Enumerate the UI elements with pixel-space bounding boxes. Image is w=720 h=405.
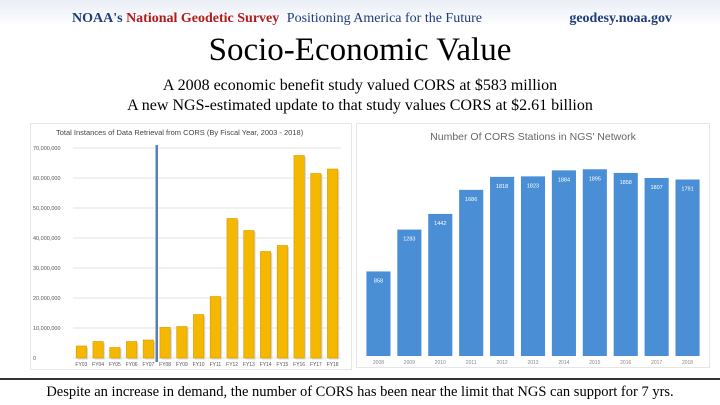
x-tick-label: 2009 xyxy=(404,360,415,366)
bar xyxy=(260,251,272,359)
data-label: 1442 xyxy=(434,221,446,227)
x-tick-label: FY16 xyxy=(293,362,305,368)
data-label: 1807 xyxy=(651,185,663,191)
data-label: 858 xyxy=(374,278,383,284)
slide-title: Socio-Economic Value xyxy=(208,32,512,68)
data-retrieval-chart-svg: Total Instances of Data Retrieval from C… xyxy=(33,128,341,368)
x-tick-label: FY03 xyxy=(75,362,87,368)
y-tick-label: 60,000,000 xyxy=(33,176,61,182)
chart-title: Total Instances of Data Retrieval from C… xyxy=(56,128,304,137)
x-tick-label: FY11 xyxy=(210,362,222,368)
x-tick-label: FY08 xyxy=(159,362,171,368)
x-tick-label: FY14 xyxy=(260,362,272,368)
x-tick-label: FY10 xyxy=(193,362,205,368)
bar xyxy=(75,345,87,359)
x-tick-label: FY15 xyxy=(276,362,288,368)
bar xyxy=(159,327,171,359)
bar xyxy=(293,155,305,359)
agency-name: NOAA's xyxy=(72,11,123,26)
subtitle-line-2: A new NGS-estimated update to that study… xyxy=(127,97,593,114)
bar xyxy=(520,176,546,356)
x-tick-label: 2013 xyxy=(527,360,538,366)
header-bar: NOAA's National Geodetic Survey Position… xyxy=(0,0,720,38)
data-label: 1791 xyxy=(681,187,693,193)
chart-title: Number Of CORS Stations in NGS' Network xyxy=(430,131,636,143)
x-tick-label: FY07 xyxy=(142,362,154,368)
x-tick-label: 2008 xyxy=(373,360,384,366)
y-tick-label: 30,000,000 xyxy=(33,266,61,272)
data-retrieval-chart: Total Instances of Data Retrieval from C… xyxy=(30,123,352,370)
bar xyxy=(226,218,238,359)
bar xyxy=(243,230,255,359)
office-name: National Geodetic Survey xyxy=(126,11,280,26)
x-tick-label: FY09 xyxy=(176,362,188,368)
x-tick-label: FY17 xyxy=(310,362,322,368)
bar xyxy=(582,169,607,356)
bar xyxy=(193,314,205,359)
x-tick-label: 2014 xyxy=(558,360,569,366)
x-tick-label: 2018 xyxy=(682,360,693,366)
x-tick-label: 2010 xyxy=(435,360,446,366)
x-tick-label: FY18 xyxy=(327,362,339,368)
y-tick-label: 70,000,000 xyxy=(33,146,61,152)
x-tick-label: 2015 xyxy=(589,360,600,366)
brand-lockup: NOAA's National Geodetic Survey Position… xyxy=(72,11,482,27)
tagline: Positioning America for the Future xyxy=(286,11,482,26)
bar xyxy=(310,173,322,359)
bar xyxy=(675,179,700,356)
x-tick-label: FY06 xyxy=(126,362,138,368)
bar xyxy=(428,213,453,356)
y-tick-label: 0 xyxy=(33,356,36,362)
cors-stations-chart: Number Of CORS Stations in NGS' Network 8… xyxy=(356,123,710,368)
bar xyxy=(109,347,121,359)
y-tick-label: 20,000,000 xyxy=(33,296,61,302)
bar xyxy=(276,245,288,359)
bar xyxy=(459,189,484,356)
bar xyxy=(126,341,138,359)
x-tick-label: 2011 xyxy=(466,360,477,366)
y-tick-label: 50,000,000 xyxy=(33,206,61,212)
x-tick-label: FY13 xyxy=(243,362,255,368)
bar xyxy=(209,296,221,359)
x-tick-label: FY04 xyxy=(92,362,104,368)
y-tick-label: 40,000,000 xyxy=(33,236,61,242)
x-tick-label: FY12 xyxy=(226,362,238,368)
bar xyxy=(644,177,669,356)
data-label: 1823 xyxy=(527,183,539,189)
data-label: 1884 xyxy=(558,177,570,183)
x-tick-label: 2016 xyxy=(620,360,631,366)
bar xyxy=(92,341,104,359)
site-url: geodesy.noaa.gov xyxy=(569,11,672,26)
data-label: 1858 xyxy=(620,180,632,186)
data-label: 1895 xyxy=(589,176,601,182)
bar xyxy=(551,170,576,356)
subtitle-line-1: A 2008 economic benefit study valued COR… xyxy=(162,77,558,94)
x-tick-label: FY05 xyxy=(109,362,121,368)
y-tick-label: 10,000,000 xyxy=(33,326,61,332)
bar xyxy=(490,176,515,356)
data-label: 1283 xyxy=(403,237,415,243)
bar xyxy=(613,172,638,356)
bar xyxy=(366,271,391,356)
x-tick-label: 2012 xyxy=(497,360,508,366)
x-tick-label: 2017 xyxy=(651,360,662,366)
bar xyxy=(142,339,154,359)
bar xyxy=(176,326,188,359)
data-label: 1686 xyxy=(465,197,477,203)
bar xyxy=(327,168,339,359)
footer-note: Despite an increase in demand, the numbe… xyxy=(0,378,720,405)
cors-stations-chart-svg: Number Of CORS Stations in NGS' Network 8… xyxy=(366,131,700,366)
data-label: 1818 xyxy=(496,184,508,190)
bar xyxy=(397,229,422,356)
